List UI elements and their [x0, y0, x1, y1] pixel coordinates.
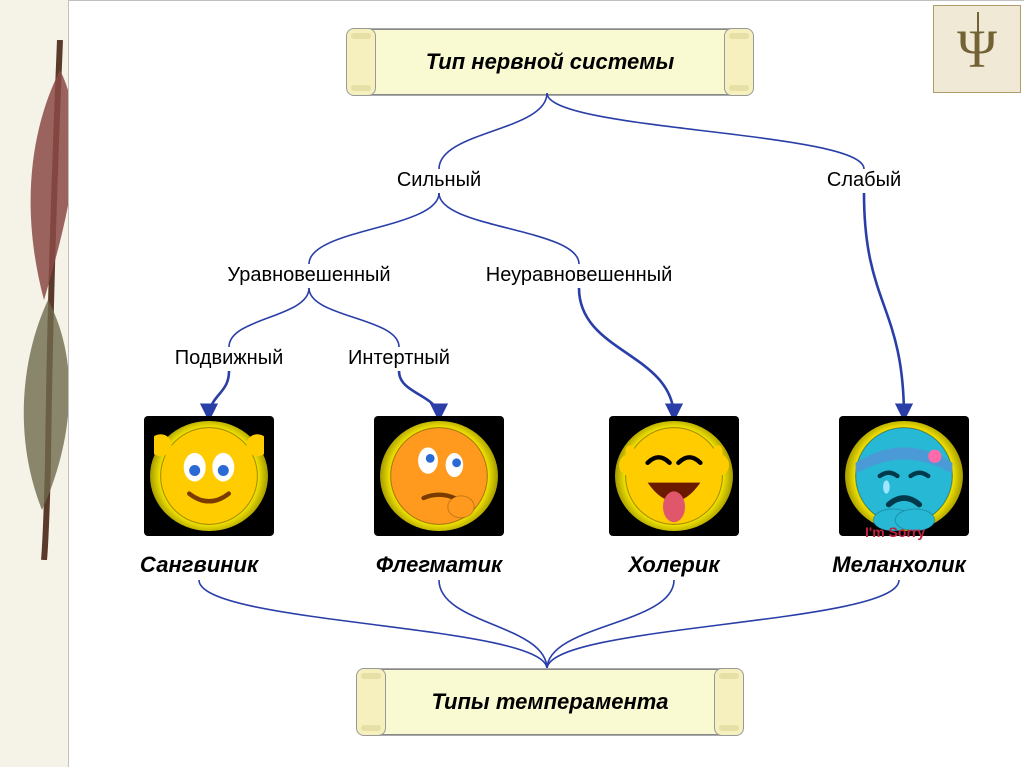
label-sanguine: Сангвиник — [140, 552, 258, 578]
node-strong: Сильный — [397, 169, 481, 192]
sad-face-icon — [849, 421, 959, 531]
canvas: Ψ Тип нервной системы Сильный Слабый Ура… — [0, 0, 1024, 767]
title-scroll-top: Тип нервной системы — [359, 29, 741, 95]
psi-glyph: Ψ — [957, 18, 997, 80]
node-weak: Слабый — [827, 169, 901, 192]
title-bottom-text: Типы темперамента — [431, 689, 668, 715]
node-inert: Интертный — [348, 347, 450, 370]
connector-lines — [69, 1, 1024, 767]
title-scroll-bottom: Типы темперамента — [369, 669, 731, 735]
emoji-card-t1 — [144, 416, 274, 536]
node-mobile: Подвижный — [175, 347, 284, 370]
node-balanced: Уравновешенный — [227, 264, 390, 287]
laughing-face-icon — [619, 421, 729, 531]
node-unbalanced: Неуравновешенный — [486, 264, 672, 287]
psi-logo: Ψ — [933, 5, 1021, 93]
caption-t4: I'm Sorry — [865, 524, 925, 540]
emoji-card-t2 — [374, 416, 504, 536]
excited-face-icon — [154, 421, 264, 531]
thinking-face-icon — [384, 421, 494, 531]
label-phlegmatic: Флегматик — [376, 552, 502, 578]
emoji-card-t4: I'm Sorry — [839, 416, 969, 536]
title-top-text: Тип нервной системы — [426, 49, 675, 75]
emoji-card-t3 — [609, 416, 739, 536]
label-melancholic: Меланхолик — [832, 552, 965, 578]
label-choleric: Холерик — [629, 552, 720, 578]
diagram-panel: Ψ Тип нервной системы Сильный Слабый Ура… — [68, 0, 1024, 767]
